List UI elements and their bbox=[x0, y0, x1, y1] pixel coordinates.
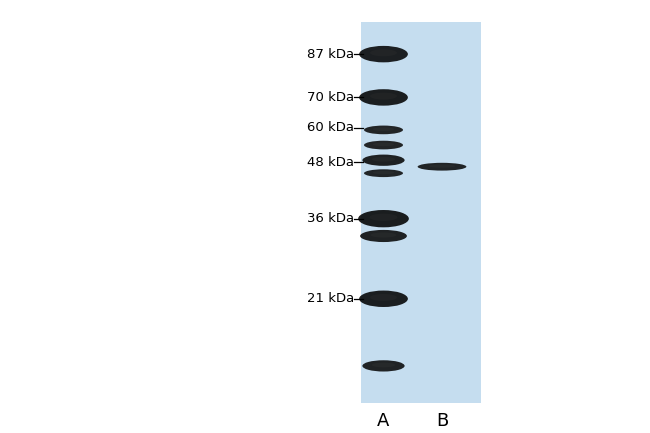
Ellipse shape bbox=[418, 163, 467, 171]
Text: 60 kDa: 60 kDa bbox=[307, 121, 354, 134]
Text: 70 kDa: 70 kDa bbox=[307, 91, 354, 104]
Text: A: A bbox=[377, 412, 390, 430]
Text: 48 kDa: 48 kDa bbox=[307, 156, 354, 169]
Ellipse shape bbox=[364, 169, 403, 177]
Ellipse shape bbox=[373, 127, 394, 131]
Ellipse shape bbox=[363, 155, 404, 166]
Ellipse shape bbox=[363, 360, 404, 372]
Bar bbox=[361, 22, 481, 403]
Ellipse shape bbox=[370, 294, 397, 301]
Ellipse shape bbox=[370, 213, 397, 221]
Text: 87 kDa: 87 kDa bbox=[307, 48, 354, 61]
Ellipse shape bbox=[370, 233, 396, 238]
Text: B: B bbox=[436, 412, 448, 430]
Ellipse shape bbox=[364, 126, 403, 134]
Ellipse shape bbox=[372, 157, 395, 162]
Ellipse shape bbox=[373, 142, 394, 146]
Ellipse shape bbox=[359, 89, 408, 106]
Ellipse shape bbox=[370, 49, 397, 56]
Ellipse shape bbox=[370, 93, 397, 100]
Ellipse shape bbox=[359, 291, 408, 307]
Ellipse shape bbox=[372, 362, 395, 367]
Ellipse shape bbox=[364, 141, 403, 149]
Ellipse shape bbox=[358, 210, 409, 227]
Ellipse shape bbox=[359, 46, 408, 62]
Ellipse shape bbox=[373, 171, 394, 174]
Ellipse shape bbox=[360, 230, 407, 242]
Text: 21 kDa: 21 kDa bbox=[307, 292, 354, 305]
Ellipse shape bbox=[428, 165, 456, 168]
Text: 36 kDa: 36 kDa bbox=[307, 212, 354, 225]
